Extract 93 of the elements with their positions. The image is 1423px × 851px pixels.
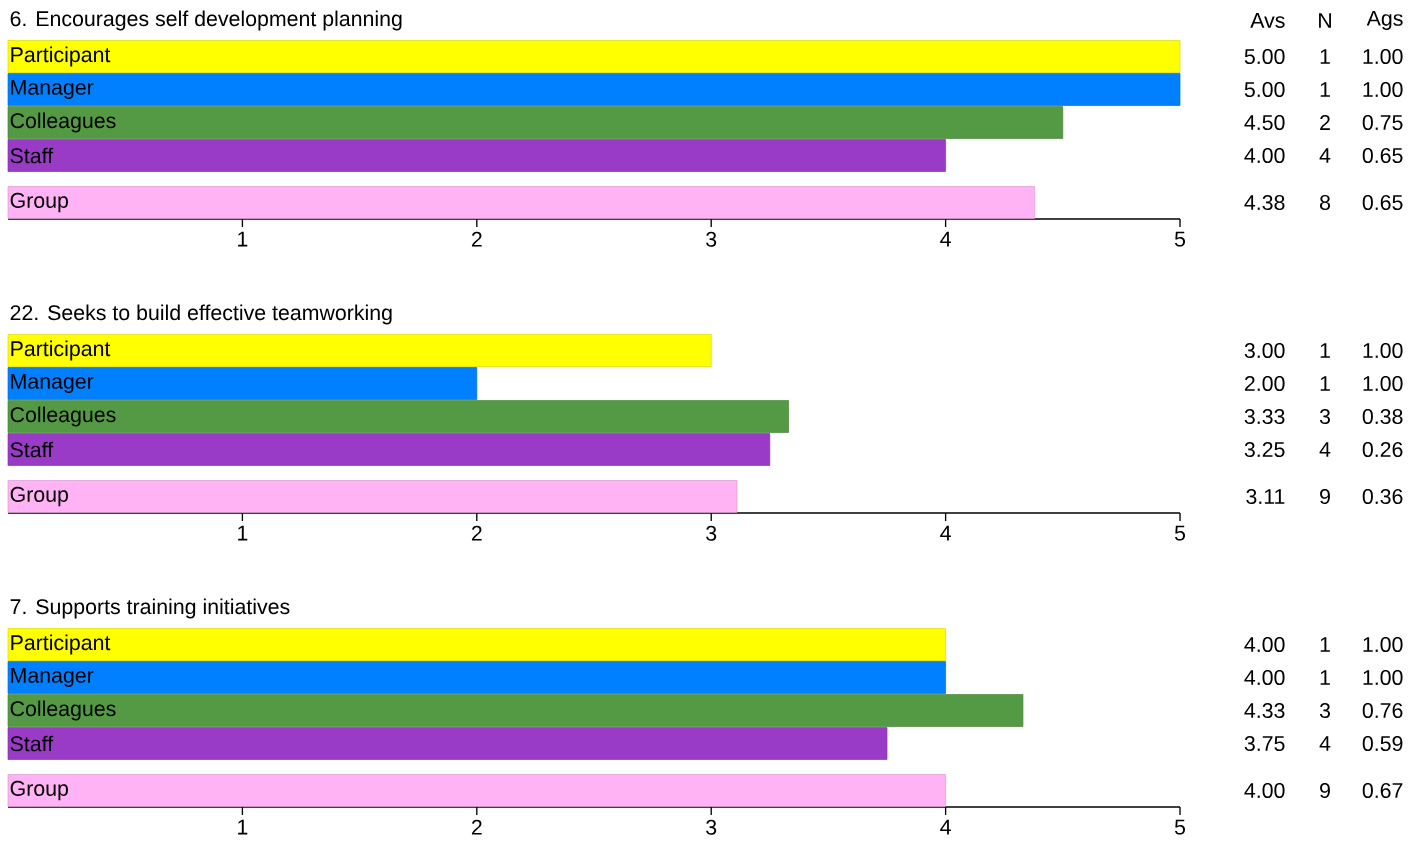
text: 9: [1320, 488, 1330, 505]
text: 1: [1320, 49, 1330, 64]
text: 4: [1319, 442, 1331, 457]
bar: [7, 334, 712, 367]
y-tick-label: Manager: [11, 79, 94, 100]
data-label: 3.11: [1246, 488, 1285, 505]
bar: [7, 367, 478, 400]
text: 0.59: [1362, 735, 1403, 752]
x-tick-label: 4: [940, 819, 951, 835]
x-tick-label: 2: [471, 819, 482, 835]
x-tick-label: 1: [238, 819, 248, 835]
text: 0.67: [1362, 782, 1403, 799]
bar: [7, 400, 789, 433]
bar: [7, 73, 1181, 106]
text: 4: [1319, 736, 1331, 751]
y-tick-label: Participant: [11, 46, 111, 67]
data-label: 4.33: [1244, 702, 1285, 719]
text: 8: [1320, 194, 1331, 211]
x-tick-label: 2: [471, 525, 482, 541]
x-tick-label: 4: [940, 525, 951, 541]
chart-title: 22. Seeks to build effective teamworking: [10, 304, 392, 325]
y-tick-label: Colleagues: [10, 406, 116, 427]
text: 1: [1320, 343, 1330, 358]
data-label: 4.00: [1244, 147, 1285, 164]
text: Ags: [1366, 10, 1403, 31]
text: 0.65: [1362, 194, 1403, 211]
y-tick-label: Colleagues: [10, 700, 116, 721]
data-label: 5.00: [1244, 48, 1285, 65]
text: 1.00: [1363, 375, 1403, 392]
x-tick-label: 5: [1174, 525, 1186, 541]
bar: [7, 106, 1064, 139]
data-label: 3.75: [1244, 735, 1285, 752]
x-tick-label: 3: [706, 525, 717, 541]
chart-title: 6. Encourages self development planning: [10, 10, 402, 31]
text: 1.00: [1363, 48, 1403, 65]
y-tick-label: Manager: [11, 373, 94, 394]
text: 0.26: [1362, 441, 1403, 458]
x-tick-label: 3: [706, 819, 717, 835]
text: 2: [1320, 115, 1330, 130]
data-label: 5.00: [1244, 81, 1285, 98]
text: 0.76: [1362, 702, 1403, 719]
y-tick-label: Manager: [11, 667, 94, 688]
text: 1.00: [1363, 342, 1403, 359]
x-tick-label: 5: [1174, 231, 1186, 247]
text: N: [1319, 13, 1331, 28]
x-tick-label: 1: [238, 231, 248, 247]
y-tick-label: Staff: [10, 147, 54, 164]
data-label: 2.00: [1244, 375, 1285, 392]
bar: [7, 433, 771, 466]
text: 9: [1320, 782, 1330, 799]
text: 1: [1320, 670, 1330, 685]
x-tick-label: 2: [471, 231, 482, 247]
data-label: 4.00: [1244, 669, 1285, 686]
text: 3: [1319, 702, 1330, 719]
text: 0.36: [1362, 488, 1403, 505]
data-label: 4.00: [1244, 636, 1285, 653]
text: Avs: [1250, 13, 1285, 28]
data-label: 3.25: [1244, 441, 1285, 458]
text: 1: [1320, 376, 1330, 391]
text: 3: [1319, 408, 1330, 425]
y-tick-label: Group: [10, 780, 68, 801]
text: 0.65: [1362, 147, 1403, 164]
chart-title: 7. Supports training initiatives: [10, 598, 290, 619]
y-tick-label: Staff: [10, 441, 54, 458]
x-tick-label: 5: [1174, 819, 1186, 835]
text: 1.00: [1363, 81, 1403, 98]
y-tick-label: Group: [10, 192, 68, 213]
bar: [7, 139, 946, 172]
y-tick-label: Participant: [11, 634, 111, 655]
x-tick-label: 4: [940, 231, 951, 247]
data-label: 3.33: [1244, 408, 1285, 425]
y-tick-label: Staff: [10, 735, 54, 752]
text: 1.00: [1363, 636, 1403, 653]
text: 0.75: [1362, 114, 1403, 131]
y-tick-label: Colleagues: [10, 112, 116, 133]
data-label: 4.38: [1244, 194, 1285, 211]
y-tick-label: Group: [10, 486, 68, 507]
text: 1.00: [1363, 669, 1403, 686]
data-label: 4.00: [1244, 782, 1285, 799]
y-tick-label: Participant: [11, 340, 111, 361]
text: 0.38: [1362, 408, 1403, 425]
text: 1: [1320, 637, 1330, 652]
bar: [7, 661, 946, 694]
bar: [7, 40, 1181, 73]
bar: [7, 727, 888, 760]
bar: [7, 694, 1024, 727]
text: 4: [1319, 148, 1331, 163]
data-label: 4.50: [1244, 114, 1285, 131]
x-tick-label: 1: [238, 525, 248, 541]
x-tick-label: 3: [706, 231, 717, 247]
text: 1: [1320, 82, 1330, 97]
bar: [7, 628, 946, 661]
data-label: 3.00: [1244, 342, 1285, 359]
